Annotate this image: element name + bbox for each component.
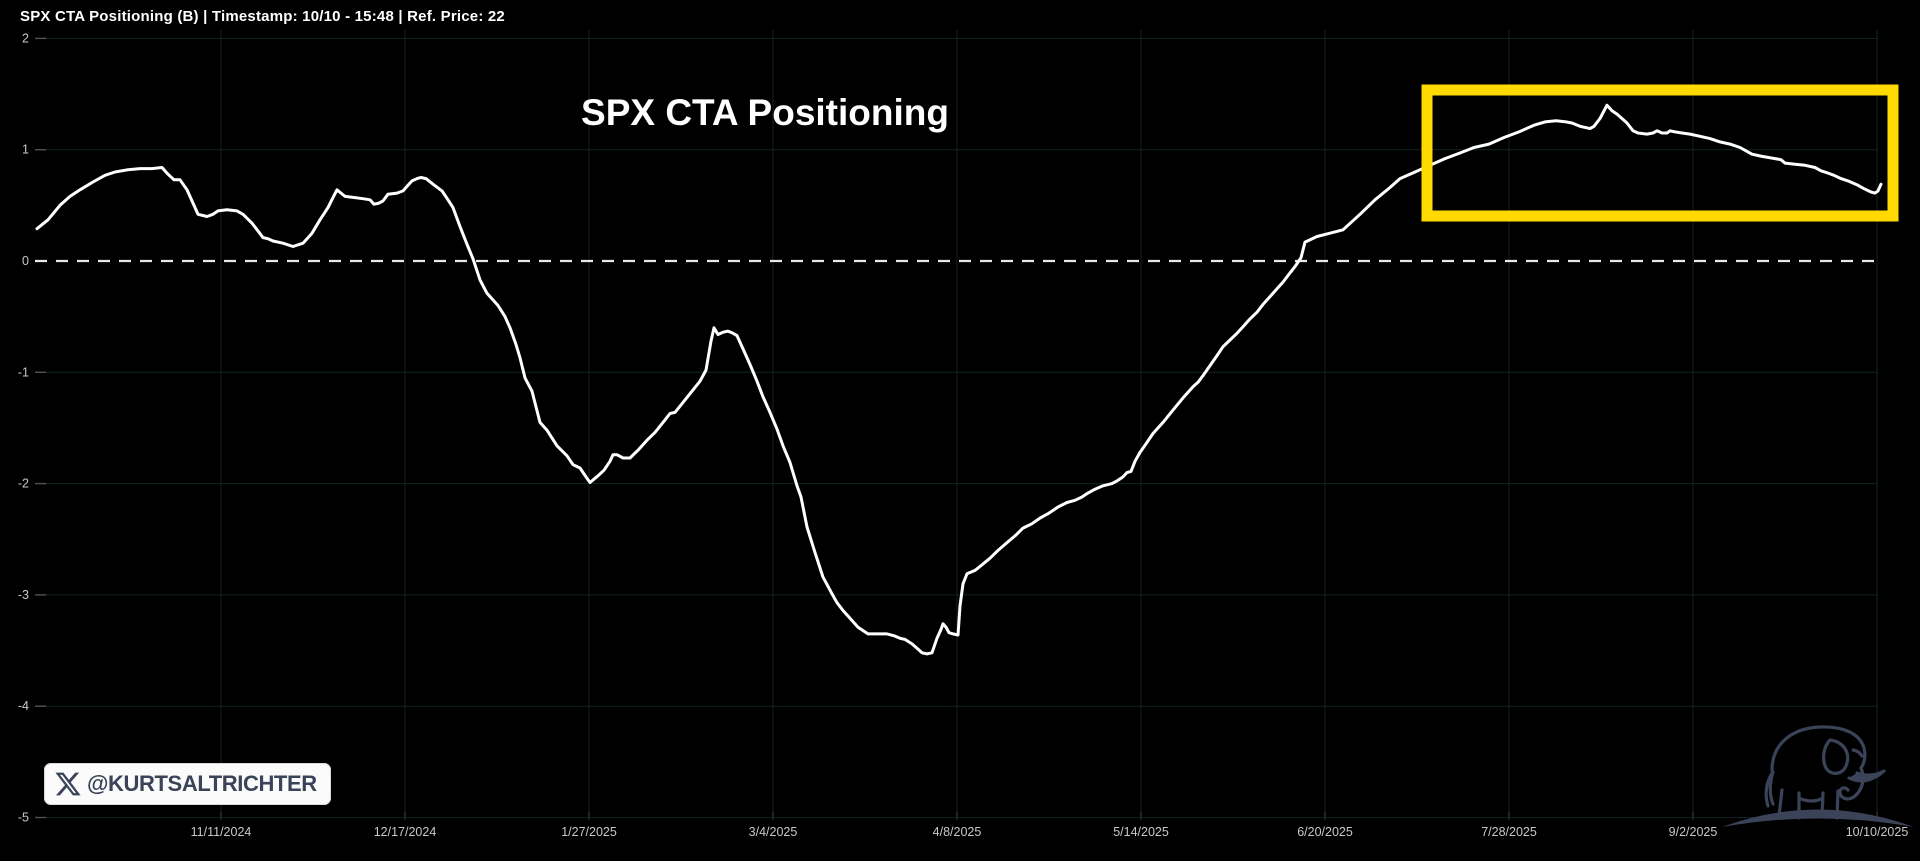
x-axis-label: 9/2/2025 [1669, 825, 1718, 839]
x-axis-label: 10/10/2025 [1846, 825, 1909, 839]
highlight-box [1421, 84, 1899, 222]
y-axis-label: -1 [18, 365, 29, 379]
y-axis-label: -2 [18, 477, 29, 491]
x-axis-label: 6/20/2025 [1297, 825, 1353, 839]
x-axis-label: 12/17/2024 [374, 825, 437, 839]
watermark-handle: @KURTSALTRICHTER [87, 771, 317, 796]
x-axis-label: 4/8/2025 [933, 825, 982, 839]
y-axis-label: -5 [18, 811, 29, 825]
y-axis-label: 0 [22, 254, 29, 268]
x-axis-label: 1/27/2025 [561, 825, 617, 839]
x-twitter-icon [54, 770, 82, 798]
y-axis-label: -3 [18, 588, 29, 602]
elephant-logo [1722, 725, 1914, 827]
x-axis-label: 3/4/2025 [749, 825, 798, 839]
y-axis-label: -4 [18, 699, 29, 713]
chart-title: SPX CTA Positioning [581, 92, 949, 133]
x-axis-label: 11/11/2024 [191, 825, 252, 839]
chart-header-info: SPX CTA Positioning (B) | Timestamp: 10/… [20, 8, 505, 25]
y-axis-label: 1 [22, 143, 29, 157]
watermark-badge: @KURTSALTRICHTER [44, 763, 331, 805]
y-axis-label: 2 [22, 31, 29, 45]
x-axis-label: 5/14/2025 [1113, 825, 1169, 839]
x-axis-label: 7/28/2025 [1481, 825, 1537, 839]
cta-positioning-line [35, 103, 1883, 656]
